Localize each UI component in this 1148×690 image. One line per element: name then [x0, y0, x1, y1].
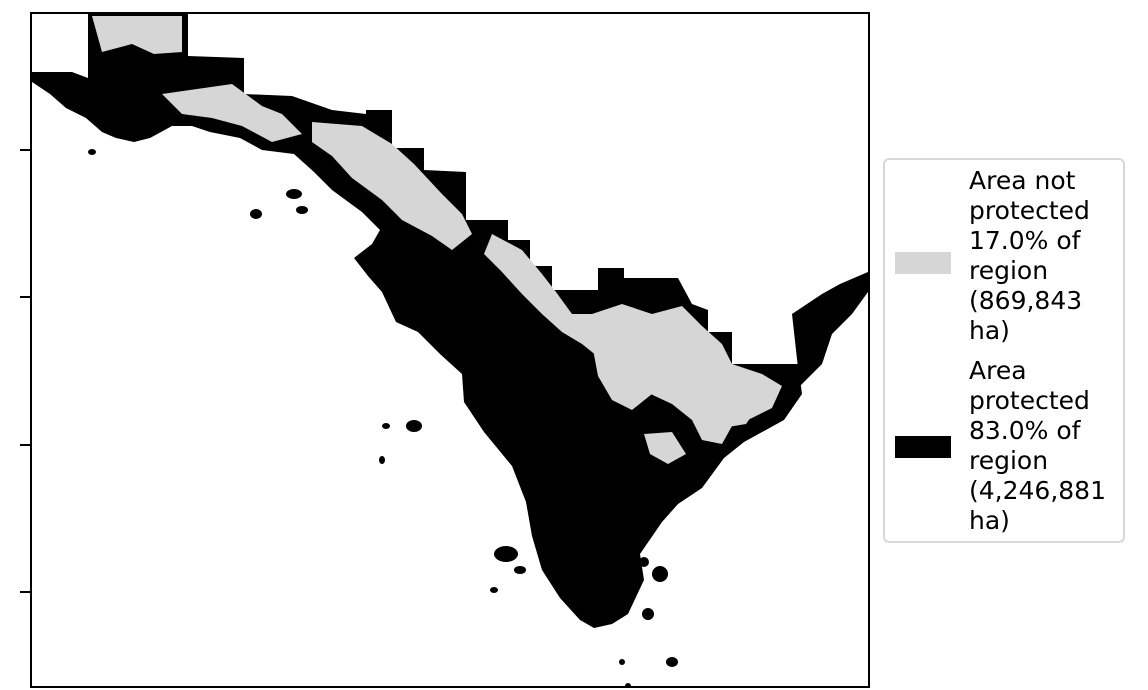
legend: Area not protected 17.0% of region (869,… — [883, 158, 1125, 543]
region-not-protected — [92, 16, 782, 464]
legend-label-protected: Area protected 83.0% of region (4,246,88… — [969, 356, 1106, 535]
region-protected-shape — [32, 14, 802, 628]
legend-swatch-not-protected — [895, 252, 951, 274]
region-protected-islands — [88, 149, 868, 686]
map-plot-area — [30, 12, 870, 688]
legend-label-not-protected: Area not protected 17.0% of region (869,… — [969, 166, 1090, 345]
y-axis-tick — [20, 444, 30, 446]
y-axis-tick — [20, 591, 30, 593]
legend-swatch-protected — [895, 436, 951, 458]
y-axis-tick — [20, 149, 30, 151]
map-svg — [32, 14, 868, 686]
y-axis-tick — [20, 296, 30, 298]
